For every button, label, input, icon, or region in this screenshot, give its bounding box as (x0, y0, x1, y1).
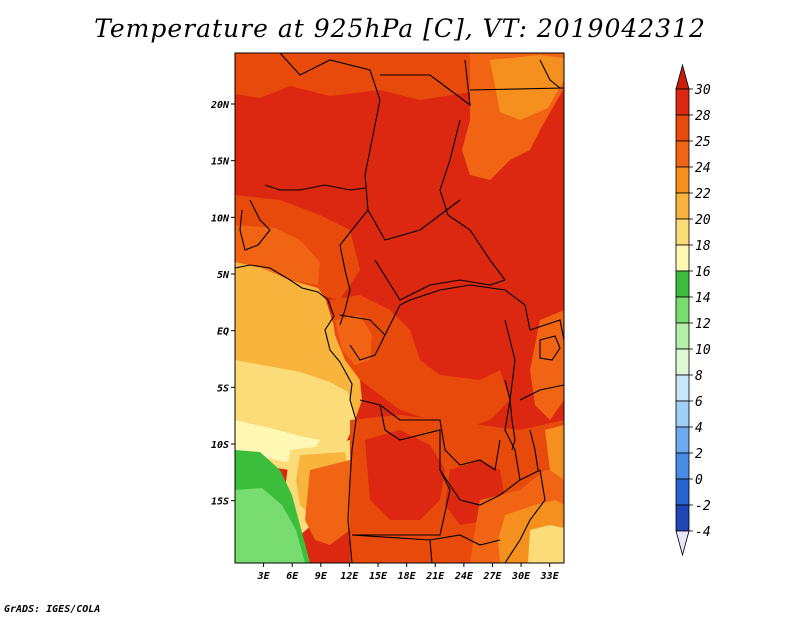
lon-tick-label: 30E (511, 571, 531, 582)
colorbar-segment (675, 452, 690, 480)
lat-tick-label: 15S (211, 497, 229, 508)
redsea-coast (539, 59, 561, 89)
lat-tick-label: 10S (211, 440, 229, 451)
border-south (351, 534, 501, 546)
lon-tick-label: 15E (369, 571, 388, 582)
colorbar-label: 24 (695, 161, 711, 176)
colorbar-segment (675, 114, 690, 142)
colorbar-segment (675, 270, 690, 298)
colorbar-label: 16 (695, 265, 711, 280)
lat-tick-label: 10N (211, 213, 230, 224)
border-zambia (439, 469, 541, 506)
field-eastafrica-cool (545, 425, 564, 480)
lake-tanganyika (504, 379, 516, 451)
border-westafrica (239, 199, 271, 251)
colorbar-segment (675, 88, 690, 116)
border-sudan (469, 87, 565, 91)
colorbar-label: 28 (695, 109, 711, 124)
colorbar-segment (675, 296, 690, 324)
colorbar-label: 0 (695, 473, 703, 488)
map-frame (234, 52, 565, 564)
colorbar-label: 22 (695, 187, 711, 202)
border-north-2 (380, 59, 471, 107)
colorbar-label: 18 (695, 239, 711, 254)
border-gabon-congo (339, 314, 386, 361)
colorbar-segment (675, 192, 690, 220)
colorbar-label: 8 (695, 369, 703, 384)
field-westcoast-band (235, 225, 320, 285)
colorbar-segment (675, 504, 690, 532)
colorbar-label: 14 (695, 291, 711, 306)
colorbar-label: 12 (695, 317, 711, 332)
border-south-2 (429, 539, 433, 564)
lon-tick-label: 18E (398, 571, 417, 582)
colorbar-segment (675, 348, 690, 376)
colorbar-segment (675, 400, 690, 428)
colorbar-segment (675, 218, 690, 246)
border-angola (352, 404, 451, 536)
colorbar-top-arrow (675, 63, 690, 90)
lon-tick-label: 9E (315, 571, 328, 582)
colorbar-label: 20 (695, 213, 711, 228)
border-car-north (367, 199, 461, 241)
lat-tick-label: EQ (217, 327, 229, 338)
lat-tick-label: 15N (211, 157, 230, 168)
colorbar-segment (675, 166, 690, 194)
border-chad-sudan (439, 119, 506, 281)
border-drc-north (409, 284, 531, 331)
longitude-axis: 3E 6E 9E 12E 15E 18E 21E 24E 27E 30E 33E (257, 563, 560, 582)
temperature-field (235, 53, 564, 563)
colorbar-label: 4 (695, 421, 703, 436)
lon-tick-label: 6E (286, 571, 299, 582)
lat-tick-label: 5N (217, 270, 230, 281)
colorbar-label: 25 (695, 135, 711, 150)
colorbar-segment (675, 322, 690, 350)
coastline-west (234, 264, 357, 564)
grads-credit: GrADS: IGES/COLA (4, 604, 101, 615)
colorbar-label: 2 (695, 447, 703, 462)
lon-tick-label: 27E (482, 571, 502, 582)
colorbar-segment (675, 478, 690, 506)
lon-tick-label: 12E (340, 571, 359, 582)
border-great-lakes (504, 319, 521, 481)
lon-tick-label: 3E (257, 571, 271, 582)
field-ocean-lightgreen (235, 488, 305, 563)
field-congo-west (335, 315, 372, 365)
border-car-south (374, 259, 506, 301)
border-nigeria (264, 184, 366, 191)
colorbar-label: 30 (694, 83, 711, 98)
border-mozambique (504, 469, 546, 564)
colorbar-label: -4 (695, 525, 711, 540)
latitude-axis: 20N 15N 10N 5N EQ 5S 10S 15S (210, 100, 235, 508)
colorbar-label: -2 (695, 499, 711, 514)
country-borders (234, 52, 565, 564)
lat-tick-label: 20N (210, 100, 230, 111)
map-title: Temperature at 925hPa [C], VT: 201904231… (94, 14, 706, 43)
lon-tick-label: 24E (454, 571, 474, 582)
border-north-1 (279, 52, 381, 246)
lat-tick-label: 5S (217, 383, 229, 394)
colorbar-segment (675, 374, 690, 402)
lake-victoria (539, 335, 561, 361)
colorbar-segment (675, 244, 690, 272)
border-east (529, 319, 565, 341)
colorbar-label: 6 (695, 395, 703, 410)
field-southeast-yellow (528, 525, 564, 563)
lon-tick-label: 33E (540, 571, 560, 582)
lake-malawi (529, 429, 539, 471)
colorbar-label: 10 (695, 343, 711, 358)
colorbar-bottom-arrow (675, 530, 690, 557)
border-drc-south (359, 399, 501, 471)
colorbar-segment (675, 140, 690, 168)
border-drc-west (384, 299, 411, 336)
field-congo-patch (330, 295, 510, 430)
border-tanzania (519, 384, 565, 401)
lon-tick-label: 21E (425, 571, 445, 582)
field-south-hot (365, 430, 445, 520)
colorbar-segment (675, 426, 690, 454)
